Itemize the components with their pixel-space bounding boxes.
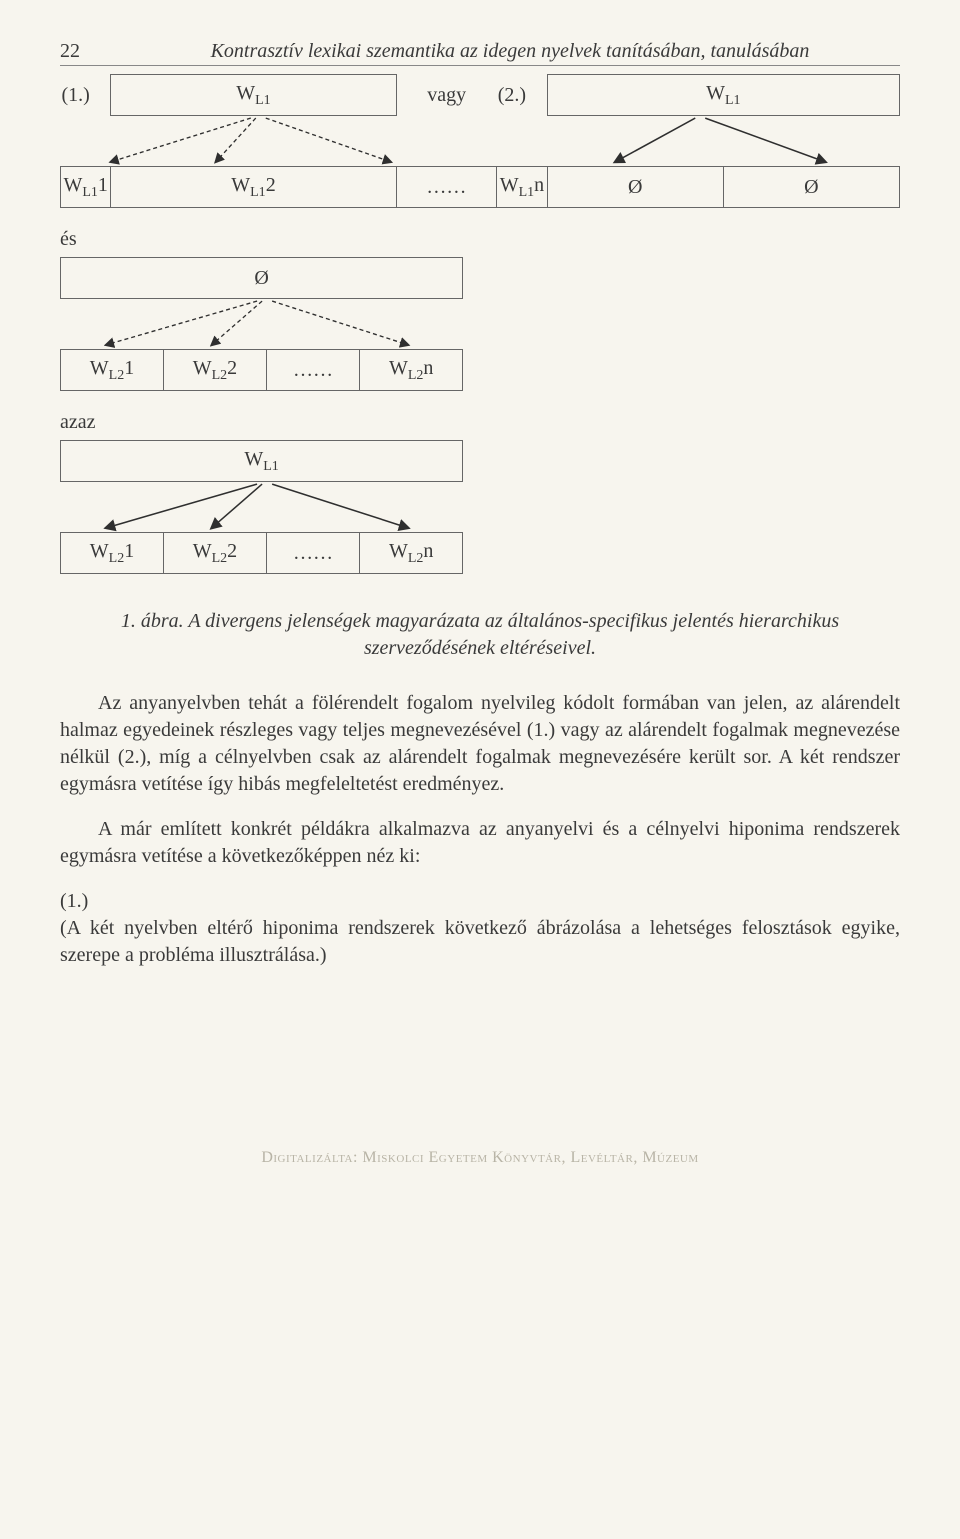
d1-label-1: (1.) — [61, 75, 111, 116]
d1-c3: …… — [396, 167, 497, 208]
running-title: Kontrasztív lexikai szemantika az idegen… — [120, 40, 900, 63]
figure-caption: 1. ábra. A divergens jelenségek magyaráz… — [90, 608, 870, 662]
running-header: 22 Kontrasztív lexikai szemantika az ide… — [60, 40, 900, 66]
d3-children-row: WL21 WL22 …… WL2n — [61, 533, 463, 574]
d1-node-2: WL1 — [547, 75, 899, 116]
paragraph-1: Az anyanyelvben tehát a fölérendelt foga… — [60, 690, 900, 798]
es-label: és — [60, 228, 900, 251]
paragraph-2: A már említett konkrét példákra alkalmaz… — [60, 816, 900, 870]
d1-node-1: WL1 — [111, 75, 396, 116]
d1-c5: Ø — [547, 167, 723, 208]
d2-c2: WL22 — [163, 350, 266, 391]
paragraph-3-label: (1.) — [60, 888, 900, 915]
watermark: Digitalizálta: Miskolci Egyetem Könyvtár… — [60, 1149, 900, 1167]
paragraph-3: (A két nyelvben eltérő hiponima rendszer… — [60, 915, 900, 969]
diagram-1: (1.) WL1 vagy (2.) WL1 — [60, 74, 900, 208]
diagram-3: WL1 WL21 WL22 …… WL2n — [60, 440, 463, 574]
d3-c4: WL2n — [360, 533, 463, 574]
d1-c6: Ø — [723, 167, 899, 208]
d3-parent: WL1 — [61, 441, 463, 482]
d1-label-2: (2.) — [497, 75, 547, 116]
d1-vagy: vagy — [396, 75, 497, 116]
d2-children-row: WL21 WL22 …… WL2n — [61, 350, 463, 391]
page-number: 22 — [60, 40, 120, 63]
d2-parent: Ø — [61, 258, 463, 299]
d1-c1: WL11 — [61, 167, 111, 208]
d2-c3: …… — [266, 350, 359, 391]
d2-arrows — [61, 299, 463, 350]
d3-c2: WL22 — [163, 533, 266, 574]
d3-c3: …… — [266, 533, 359, 574]
d3-c1: WL21 — [61, 533, 164, 574]
d1-arrows — [61, 116, 900, 167]
d2-c4: WL2n — [360, 350, 463, 391]
d1-c2: WL12 — [111, 167, 396, 208]
d3-arrows — [61, 482, 463, 533]
d1-children-row: WL11 WL12 …… WL1n Ø Ø — [61, 167, 900, 208]
d1-c4: WL1n — [497, 167, 547, 208]
d2-c1: WL21 — [61, 350, 164, 391]
azaz-label: azaz — [60, 411, 900, 434]
diagram-2: Ø WL21 WL22 …… WL2n — [60, 257, 463, 391]
